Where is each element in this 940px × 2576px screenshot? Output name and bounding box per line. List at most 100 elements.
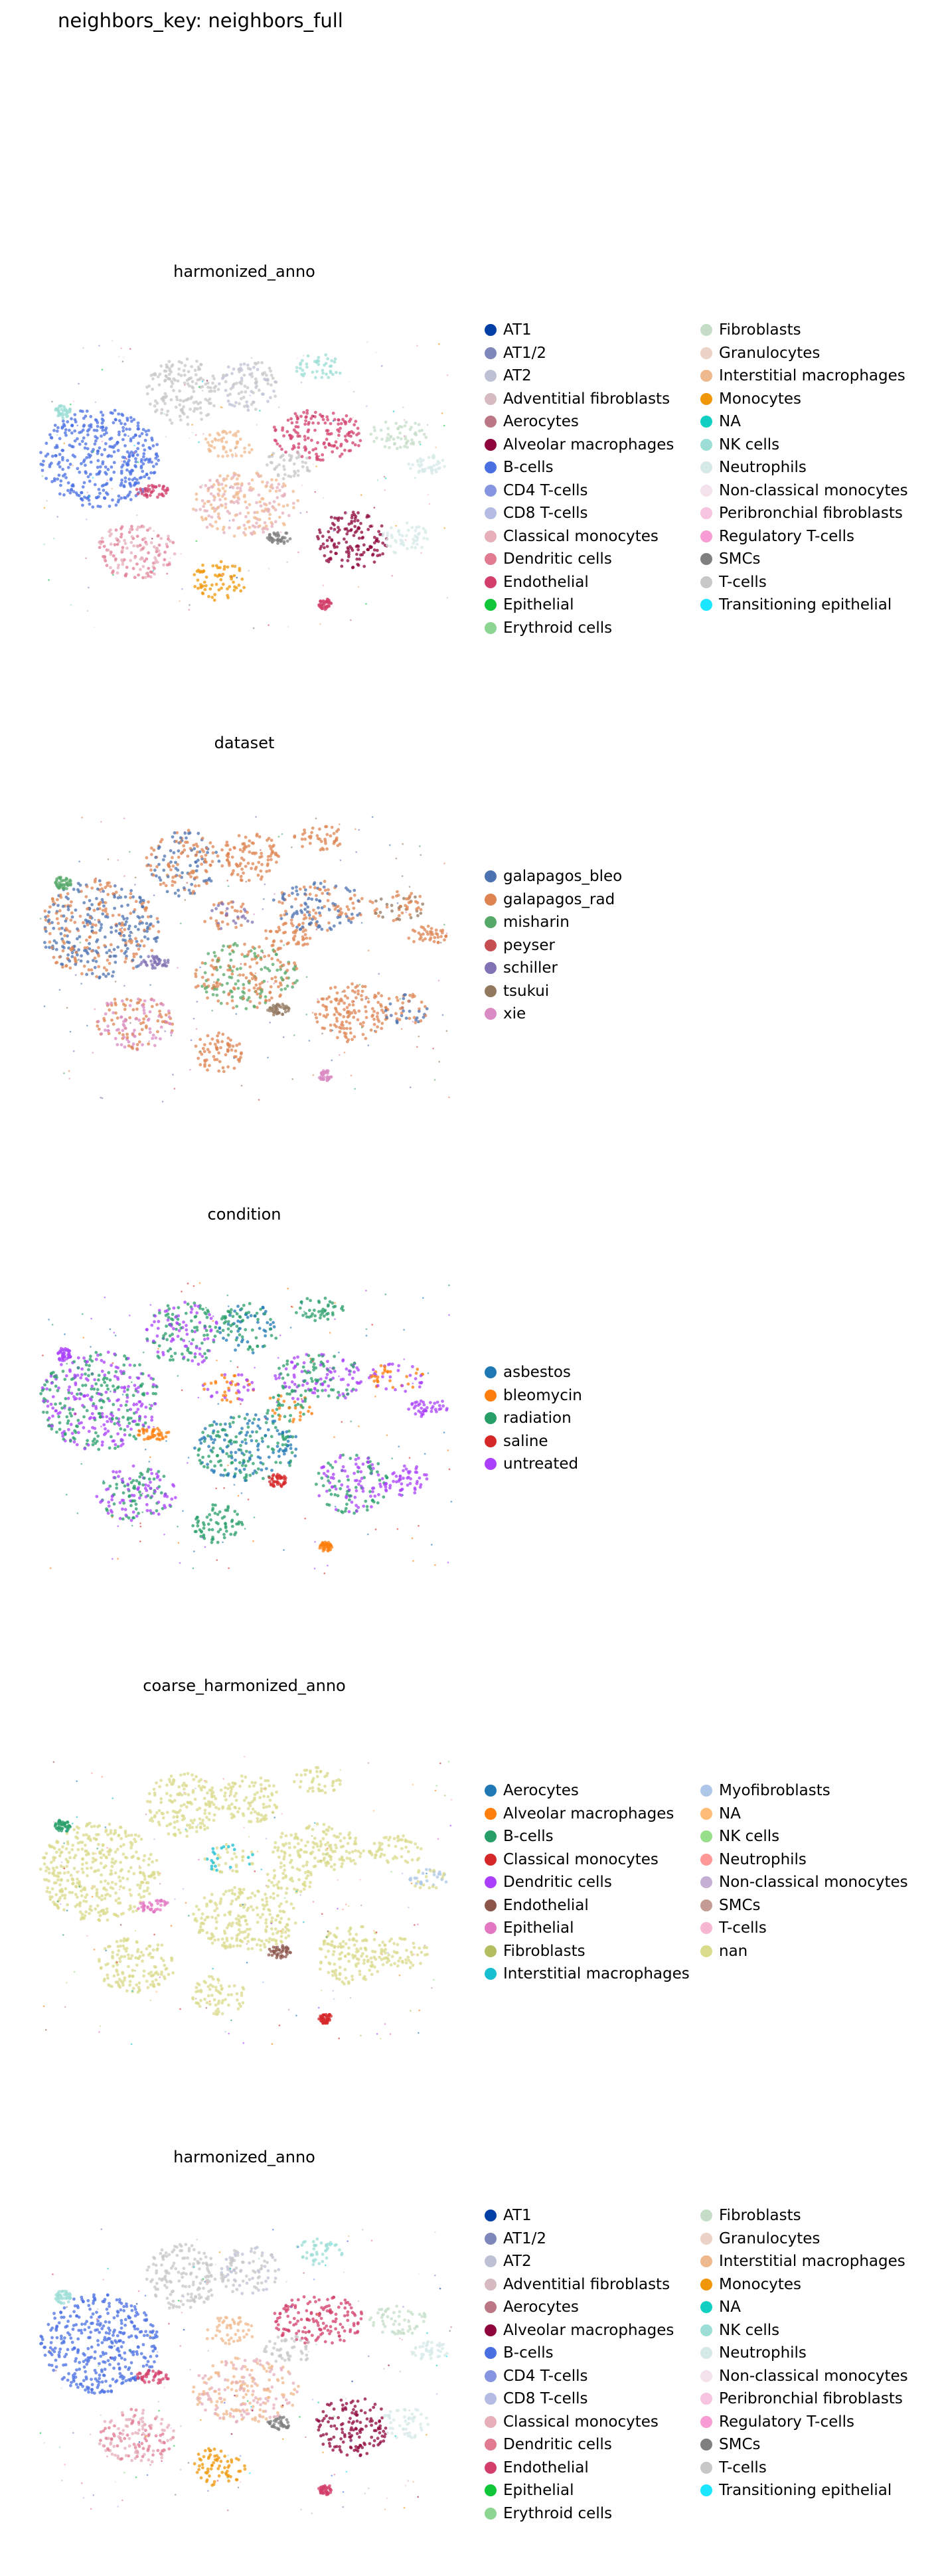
scatter-point (326, 1013, 329, 1016)
scatter-point (320, 1360, 323, 1364)
scatter-point (48, 906, 52, 909)
scatter-point (327, 1318, 330, 1321)
scatter-point (66, 420, 69, 424)
scatter-point (229, 449, 232, 452)
scatter-point (94, 919, 96, 921)
scatter-point (145, 572, 148, 575)
scatter-point (314, 912, 317, 915)
scatter-point (288, 434, 291, 437)
scatter-point (160, 1015, 163, 1018)
scatter-point (139, 896, 142, 900)
scatter-point (234, 942, 237, 945)
scatter-point (84, 415, 88, 418)
scatter-point (157, 459, 160, 462)
scatter-point (326, 418, 329, 422)
scatter-point (54, 881, 57, 884)
scatter-point (241, 1085, 243, 1087)
scatter-point (137, 1018, 141, 1022)
scatter-point (390, 1014, 393, 1017)
scatter-point (414, 529, 418, 532)
legend-label: peyser (503, 937, 555, 954)
scatter-point (444, 935, 447, 938)
scatter-point (430, 937, 433, 940)
scatter-point (229, 1311, 232, 1315)
scatter-point (55, 444, 58, 447)
scatter-point (418, 423, 421, 426)
legend-entry: Endothelial (485, 571, 589, 594)
scatter-point (211, 860, 214, 863)
scatter-point (102, 1400, 106, 1404)
scatter-point (248, 451, 251, 454)
scatter-point (244, 390, 247, 394)
scatter-point (393, 410, 395, 412)
scatter-point (152, 444, 155, 447)
scatter-point (125, 546, 129, 550)
scatter-point (333, 546, 337, 549)
scatter-point (149, 984, 151, 986)
umap-scatter (27, 319, 465, 690)
scatter-point (317, 356, 321, 359)
scatter-point (158, 493, 161, 496)
scatter-point (101, 898, 104, 902)
scatter-point (247, 862, 250, 865)
scatter-point (106, 493, 110, 496)
scatter-point (370, 433, 373, 436)
scatter-point (409, 886, 411, 888)
scatter-point (149, 959, 153, 963)
scatter-point (195, 382, 198, 385)
scatter-point (257, 874, 260, 877)
scatter-point (169, 1358, 172, 1362)
scatter-point (137, 422, 140, 425)
scatter-point (290, 918, 293, 922)
scatter-point (232, 869, 235, 872)
scatter-point (416, 914, 420, 918)
scatter-point (256, 1312, 259, 1315)
scatter-point (206, 978, 210, 981)
scatter-point (235, 1013, 237, 1015)
scatter-point (390, 910, 394, 913)
scatter-point (217, 957, 220, 960)
scatter-point (121, 455, 125, 459)
scatter-point (145, 1406, 148, 1409)
scatter-point (70, 912, 74, 915)
scatter-point (282, 1364, 285, 1368)
scatter-point (210, 909, 214, 912)
scatter-point (143, 999, 147, 1003)
scatter-point (329, 556, 333, 560)
scatter-point (213, 496, 216, 499)
scatter-point (197, 1362, 200, 1366)
scatter-point (270, 977, 274, 981)
scatter-point (337, 438, 339, 440)
scatter-point (157, 930, 161, 933)
scatter-point (118, 419, 121, 422)
scatter-point (66, 897, 70, 900)
scatter-point (229, 520, 231, 522)
scatter-point (410, 892, 413, 895)
point-cluster (317, 598, 333, 611)
scatter-point (332, 412, 335, 415)
scatter-point (128, 530, 131, 534)
scatter-point (86, 1439, 89, 1442)
scatter-point (68, 1408, 71, 1411)
scatter-point (184, 831, 186, 833)
scatter-point (112, 554, 116, 558)
scatter-point (167, 534, 170, 538)
legend-entry: peyser (485, 934, 555, 957)
scatter-point (238, 973, 242, 977)
scatter-point (121, 438, 125, 442)
scatter-point (113, 907, 116, 910)
scatter-point (50, 1382, 54, 1385)
scatter-point (137, 1400, 141, 1404)
scatter-point (62, 405, 66, 408)
scatter-point (125, 566, 129, 569)
scatter-point (277, 473, 280, 477)
scatter-point (389, 1370, 392, 1374)
scatter-point (123, 1433, 127, 1437)
scatter-point (364, 1010, 368, 1013)
scatter-point (381, 916, 384, 919)
scatter-point (352, 423, 356, 426)
scatter-point (111, 499, 114, 502)
scatter-point (56, 477, 59, 481)
scatter-point (70, 604, 72, 606)
scatter-point (88, 503, 92, 506)
